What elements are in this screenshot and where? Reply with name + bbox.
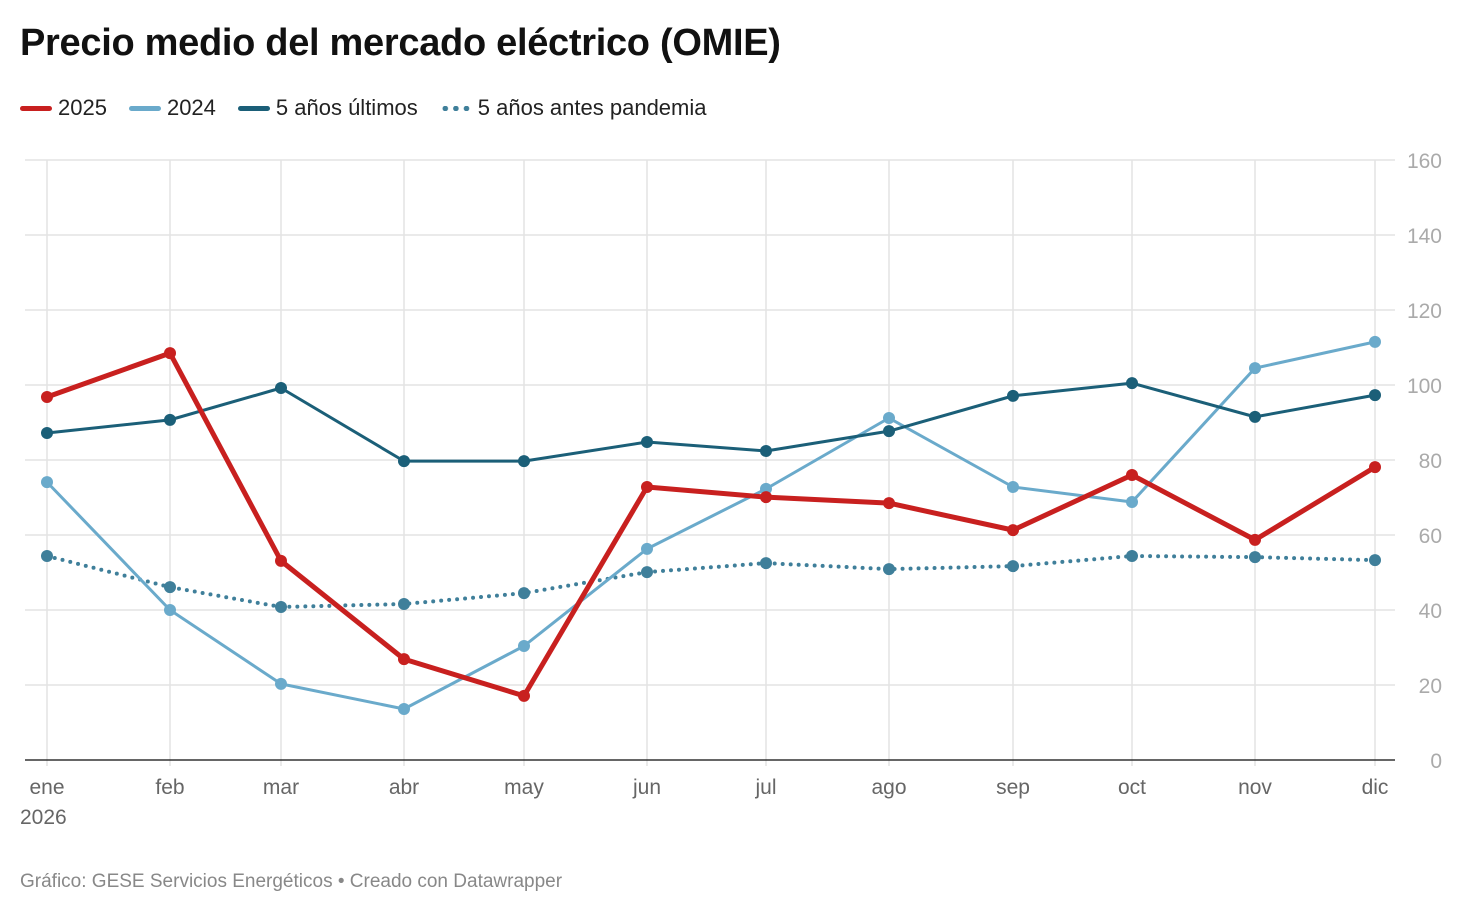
x-tick-label: dic [1362,776,1389,799]
data-point [760,557,772,570]
series-line-1 [45,340,1377,711]
x-tick-label: ene [29,776,64,799]
legend: 2025 2024 5 años últimos 5 años antes pa… [20,95,707,121]
footer-credit: Gráfico: GESE Servicios Energéticos • Cr… [20,871,563,892]
data-point [41,427,53,439]
y-tick-label: 20 [1419,675,1442,698]
data-point [1126,550,1138,562]
data-point [518,455,530,468]
x-tick-label: mar [263,776,299,799]
legend-label: 5 años antes pandemia [477,95,707,120]
data-point [275,554,287,567]
data-point [1369,335,1381,348]
legend-item-2024: 2024 [128,95,216,121]
x-tick-label: may [504,776,544,799]
y-tick-label: 0 [1430,750,1442,773]
x-tick-label: jun [632,776,661,799]
x-year-label: 2026 [20,806,67,829]
legend-swatch [237,105,270,111]
data-point [164,604,176,616]
data-point [1249,551,1261,564]
data-point [641,436,653,448]
data-point [1369,554,1381,567]
x-tick-label: nov [1238,776,1272,799]
legend-swatch [128,105,161,111]
data-point [1007,560,1019,573]
data-point [398,598,410,610]
data-point [1126,377,1138,390]
y-tick-label: 60 [1419,525,1442,548]
y-tick-label: 80 [1419,450,1442,473]
data-point [41,476,53,489]
data-point [518,689,530,702]
x-tick-label: feb [155,776,184,799]
data-point [1126,469,1138,481]
x-tick-label: oct [1118,776,1146,799]
legend-item-5-anos: 5 años últimos [237,95,418,121]
data-point [1369,389,1381,402]
series-line-2 [45,381,1377,463]
legend-label: 2024 [166,95,216,120]
x-tick-label: jul [754,776,776,799]
x-tick-label: ago [871,776,906,799]
data-point [41,550,53,562]
x-tick-label: abr [389,776,419,799]
data-point [641,481,653,493]
data-point [518,587,530,600]
series-line-3 [45,554,1377,609]
data-point [41,391,53,403]
chart-title: Precio medio del mercado eléctrico (OMIE… [20,22,781,64]
x-tick-label: sep [996,776,1030,799]
data-point [398,455,410,468]
data-point [760,445,772,457]
data-point [275,601,287,613]
data-point [1249,362,1261,375]
data-point [518,640,530,652]
legend-item-prepandemia: 5 años antes pandemia [439,95,707,121]
y-tick-label: 100 [1407,375,1442,398]
data-point [1126,496,1138,508]
legend-label: 5 años últimos [275,95,418,120]
data-point [1369,461,1381,474]
data-point [641,542,653,555]
y-tick-label: 140 [1407,225,1442,248]
data-point [883,412,895,424]
data-point [275,677,287,690]
data-point [883,563,895,576]
series-line-0 [44,350,1378,699]
data-point [760,482,772,495]
data-point [398,653,410,666]
y-tick-label: 40 [1419,600,1442,623]
data-point [398,703,410,715]
legend-swatch [20,105,52,111]
legend-item-2025: 2025 [20,95,107,121]
data-point [1007,389,1019,402]
legend-label: 2025 [58,95,107,120]
data-point [1007,481,1019,493]
data-point [883,497,895,510]
legend-swatch [439,105,472,111]
data-point [883,425,895,438]
y-tick-label: 160 [1407,150,1442,173]
data-point [1249,410,1261,423]
data-point [641,566,653,579]
data-point [760,491,772,504]
line-chart: 0 20 40 60 80 100 120 140 160 ene feb mar abr may jun j… [20,150,1442,829]
data-point [1007,524,1019,537]
data-point [164,347,176,360]
data-point [164,581,176,594]
data-point [164,413,176,426]
data-point [275,382,287,394]
y-tick-label: 120 [1407,300,1442,323]
data-point [1249,533,1261,546]
